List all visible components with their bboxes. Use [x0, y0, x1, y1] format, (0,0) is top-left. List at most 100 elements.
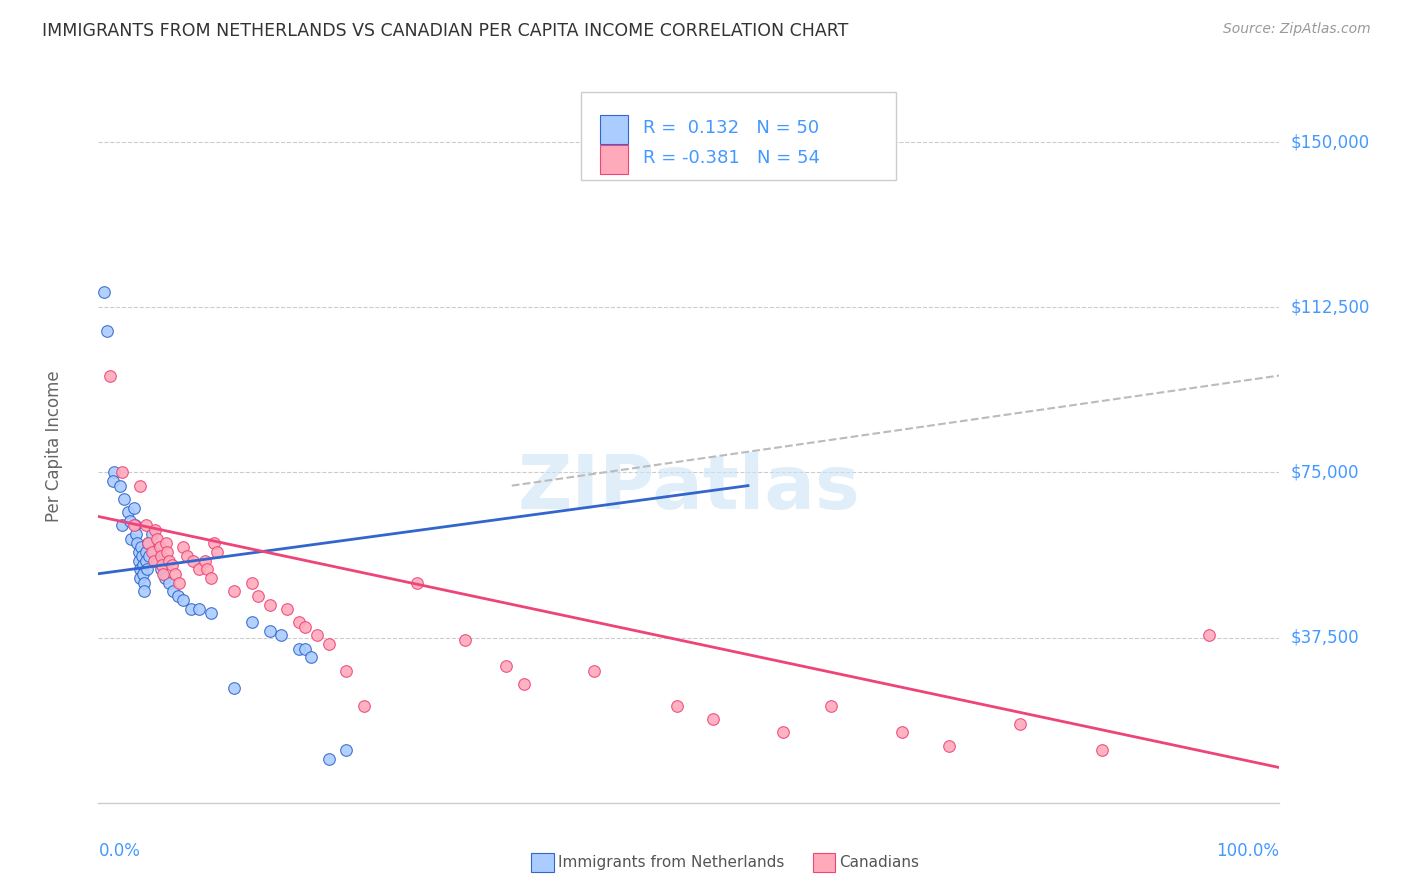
Point — [157, 575, 180, 590]
Point — [240, 575, 263, 590]
Point — [224, 584, 246, 599]
Point — [103, 466, 125, 480]
Point — [135, 553, 157, 567]
Point — [128, 571, 150, 585]
Point — [136, 536, 159, 550]
Point — [150, 549, 173, 563]
Point — [1091, 743, 1114, 757]
Point — [335, 664, 357, 678]
Point — [305, 628, 328, 642]
Point — [150, 562, 173, 576]
Point — [299, 650, 322, 665]
Point — [406, 575, 429, 590]
Point — [127, 536, 149, 550]
Point — [112, 491, 135, 506]
Point — [121, 532, 143, 546]
Point — [142, 553, 165, 567]
Point — [141, 545, 163, 559]
Text: Canadians: Canadians — [839, 855, 920, 870]
Text: $150,000: $150,000 — [1291, 133, 1369, 151]
Point — [146, 553, 169, 567]
Point — [259, 598, 281, 612]
Point — [288, 641, 311, 656]
Text: IMMIGRANTS FROM NETHERLANDS VS CANADIAN PER CAPITA INCOME CORRELATION CHART: IMMIGRANTS FROM NETHERLANDS VS CANADIAN … — [42, 22, 849, 40]
Text: $37,500: $37,500 — [1291, 629, 1360, 647]
Point — [96, 325, 118, 339]
Point — [146, 532, 169, 546]
Point — [143, 523, 166, 537]
Point — [136, 536, 159, 550]
Point — [167, 575, 190, 590]
Point — [117, 505, 139, 519]
Point — [157, 553, 180, 567]
Point — [318, 637, 340, 651]
Point — [120, 514, 142, 528]
Text: $75,000: $75,000 — [1291, 464, 1360, 482]
Point — [176, 549, 198, 563]
Point — [202, 536, 225, 550]
Point — [938, 739, 960, 753]
Point — [318, 752, 340, 766]
Point — [172, 541, 194, 555]
Point — [160, 558, 183, 572]
Point — [128, 553, 150, 567]
Point — [101, 475, 124, 489]
Point — [149, 541, 172, 555]
Point — [453, 632, 475, 647]
Point — [111, 466, 134, 480]
Point — [172, 593, 194, 607]
Text: Per Capita Income: Per Capita Income — [45, 370, 62, 522]
Point — [134, 575, 156, 590]
Point — [122, 518, 145, 533]
Text: $112,500: $112,500 — [1291, 298, 1369, 317]
Point — [141, 527, 163, 541]
Point — [166, 589, 188, 603]
Point — [135, 518, 157, 533]
Point — [132, 566, 155, 581]
Point — [150, 558, 173, 572]
Point — [128, 545, 150, 559]
Point — [128, 478, 150, 492]
Point — [131, 549, 153, 563]
Point — [181, 553, 204, 567]
Text: R = -0.381   N = 54: R = -0.381 N = 54 — [643, 149, 820, 167]
Point — [125, 527, 148, 541]
Point — [165, 566, 187, 581]
Point — [820, 698, 842, 713]
Text: Source: ZipAtlas.com: Source: ZipAtlas.com — [1223, 22, 1371, 37]
Point — [135, 562, 157, 576]
Point — [890, 725, 912, 739]
Point — [132, 558, 155, 572]
Point — [142, 545, 165, 559]
Text: R =  0.132   N = 50: R = 0.132 N = 50 — [643, 119, 818, 136]
Text: 100.0%: 100.0% — [1216, 842, 1279, 860]
Point — [153, 571, 176, 585]
Point — [205, 545, 228, 559]
Point — [240, 615, 263, 630]
Point — [155, 536, 177, 550]
Point — [156, 545, 179, 559]
Point — [772, 725, 794, 739]
Point — [270, 628, 292, 642]
Point — [259, 624, 281, 638]
Point — [200, 607, 222, 621]
Point — [187, 562, 209, 576]
Point — [187, 602, 209, 616]
Point — [276, 602, 298, 616]
Point — [294, 641, 316, 656]
Point — [152, 566, 174, 581]
Point — [93, 285, 115, 299]
Text: Immigrants from Netherlands: Immigrants from Netherlands — [558, 855, 785, 870]
Point — [200, 571, 222, 585]
Point — [195, 562, 218, 576]
Point — [124, 518, 146, 533]
Point — [108, 478, 131, 492]
Point — [122, 500, 145, 515]
Text: 0.0%: 0.0% — [98, 842, 141, 860]
Point — [335, 743, 357, 757]
Point — [1008, 716, 1031, 731]
Point — [666, 698, 689, 713]
Point — [128, 562, 150, 576]
Point — [583, 664, 606, 678]
Point — [134, 584, 156, 599]
